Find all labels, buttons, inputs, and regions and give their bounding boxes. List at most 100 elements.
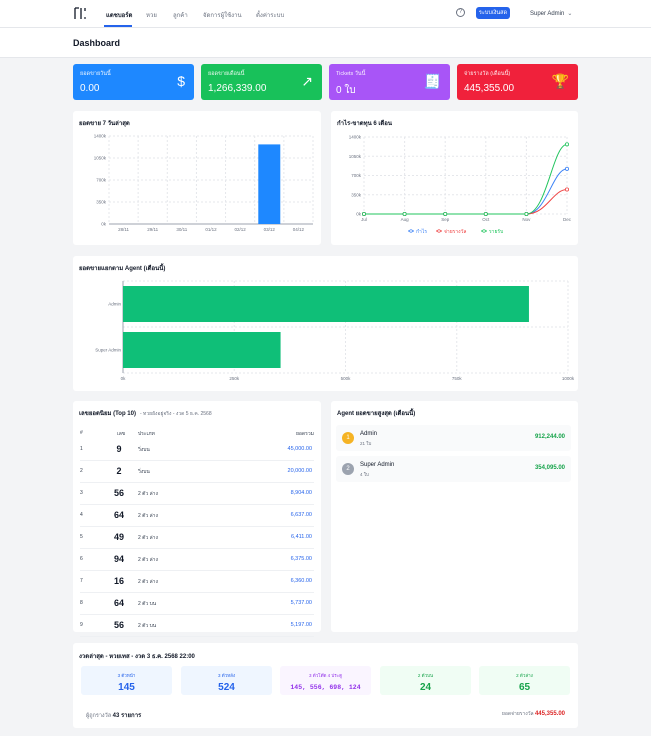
kpi-value: 1,266,339.00 — [208, 83, 267, 94]
legend-label: กำไร — [416, 228, 427, 235]
data-point[interactable] — [564, 142, 569, 147]
trend-up-icon: ↗ — [301, 73, 313, 89]
row-number: 56 — [113, 488, 124, 498]
rank-badge: 2 — [342, 463, 354, 475]
nav-customers[interactable]: ลูกค้า — [173, 13, 188, 19]
rank-badge: 1 — [342, 432, 354, 444]
row-amount: 5,197.00 — [290, 622, 312, 628]
y-tick-label: Super Admin — [95, 348, 121, 353]
cash-system-button[interactable]: ระบบเงินสด — [476, 7, 510, 19]
legend-marker — [437, 229, 441, 233]
result-value: 65 — [518, 682, 531, 693]
user-menu[interactable]: Super Admin ⌄ — [530, 10, 572, 17]
data-point[interactable] — [564, 187, 569, 192]
x-tick-label: 04/12 — [293, 227, 305, 232]
user-name: Super Admin — [530, 11, 565, 17]
kpi-value: 0.00 — [80, 83, 100, 94]
receipt-icon: 🧾 — [423, 73, 441, 89]
col-rank-header: # — [80, 430, 83, 436]
agent-sales-title: ยอดขายแยกตาม Agent (เดือนนี้) — [79, 266, 166, 272]
y-tick-label: 350k — [351, 192, 362, 197]
x-tick-label: 02/12 — [235, 227, 247, 232]
data-point[interactable] — [402, 212, 407, 217]
nav-user-management[interactable]: จัดการผู้ใช้งาน — [203, 13, 242, 19]
nav-lottery[interactable]: หวย — [146, 13, 157, 19]
x-tick-label: Aug — [401, 217, 410, 222]
bar[interactable] — [123, 332, 281, 368]
col-type-header: ประเภท — [138, 431, 155, 437]
row-type: 2 ตัว บน — [138, 623, 157, 629]
top-agents-title: Agent ยอดขายสูงสุด (เดือนนี้) — [337, 411, 416, 417]
x-tick-label: 30/11 — [176, 227, 187, 232]
row-type: วิ่งบน — [138, 447, 150, 453]
help-icon[interactable]: ? — [456, 8, 465, 17]
agent-ticket-count: 21 ใบ — [360, 441, 372, 446]
last-draw-title: งวดล่าสุด - หวยเทส - งวด 3 ธ.ค. 2568 22:… — [79, 654, 195, 660]
row-amount: 6,411.00 — [290, 534, 312, 540]
result-value: 145 — [118, 682, 135, 693]
row-type: 2 ตัว ล่าง — [138, 557, 158, 563]
row-rank: 6 — [80, 556, 83, 562]
data-point[interactable] — [524, 212, 529, 217]
nav-dashboard[interactable]: แดชบอร์ด — [106, 13, 133, 19]
row-amount: 6,375.00 — [290, 556, 312, 562]
row-number: 9 — [116, 444, 122, 454]
data-point[interactable] — [443, 212, 448, 217]
profit-6-months-card: กำไร-ขาดทุน 6 เดือน 0k 350k 700k 1050k 1400k… — [331, 111, 578, 245]
draw-result-box: 3 ตัวหน้า 145 — [81, 666, 172, 695]
row-type: 2 ตัว ล่าง — [138, 491, 158, 497]
x-tick-label: 250k — [229, 376, 240, 381]
x-tick-label: Jul — [361, 217, 367, 222]
agent-row[interactable]: 2 Super Admin 4 ใบ 354,095.00 — [336, 456, 571, 482]
agent-row[interactable]: 1 Admin 21 ใบ 912,244.00 — [336, 425, 571, 451]
result-label: 3 ตัวโต๊ด 4 ประตู — [308, 673, 343, 678]
table-row: 6 94 2 ตัว ล่าง 6,375.00 — [80, 549, 314, 571]
row-rank: 5 — [80, 534, 83, 540]
result-value: 24 — [419, 682, 432, 693]
row-amount: 8,904.00 — [290, 490, 312, 496]
bar[interactable] — [123, 286, 529, 322]
agent-name: Admin — [360, 431, 378, 437]
brand-logo[interactable] — [73, 7, 87, 20]
x-tick-label: 01/12 — [205, 227, 217, 232]
table-row: 1 9 วิ่งบน 45,000.00 — [80, 439, 314, 461]
x-tick-label: Sep — [441, 217, 450, 222]
bar[interactable] — [258, 144, 281, 224]
winners-label: ผู้ถูกรางวัล — [86, 713, 112, 719]
row-rank: 9 — [80, 622, 83, 628]
result-value: 145, 556, 698, 124 — [290, 684, 361, 691]
winners-count: ผู้ถูกรางวัล 43 รายการ — [86, 710, 141, 720]
result-label: 3 ตัวหน้า — [117, 673, 136, 678]
data-point[interactable] — [483, 212, 488, 217]
result-label: 3 ตัวหลัง — [217, 673, 236, 678]
col-number-header: เลข — [117, 431, 126, 437]
row-rank: 2 — [80, 468, 83, 474]
row-number: 64 — [113, 510, 124, 520]
x-tick-label: 28/11 — [118, 227, 129, 232]
x-tick-label: 500k — [341, 376, 352, 381]
top10-title: เลขยอดนิยม (Top 10) - ทวยยังอยู่จริง - งว… — [79, 408, 212, 418]
data-point[interactable] — [564, 166, 569, 171]
agent-sales-card: ยอดขายแยกตาม Agent (เดือนนี้) 0k 250k 500k… — [73, 256, 578, 391]
data-point[interactable] — [361, 212, 366, 217]
row-amount: 6,637.00 — [290, 512, 312, 518]
row-number: 64 — [113, 598, 124, 608]
x-tick-label: 0k — [121, 376, 127, 381]
payout-label: ยอดจ่ายรางวัล — [501, 711, 534, 717]
top-navbar: แดชบอร์ด หวย ลูกค้า จัดการผู้ใช้งาน ตั้ง… — [0, 0, 651, 28]
agent-ticket-count: 4 ใบ — [360, 472, 369, 477]
legend-marker — [482, 229, 486, 233]
sales-7-days-title: ยอดขาย 7 วันล่าสุด — [79, 121, 130, 127]
row-type: 2 ตัว ล่าง — [138, 579, 158, 585]
draw-result-box: 3 ตัวโต๊ด 4 ประตู 145, 556, 698, 124 — [280, 666, 371, 695]
nav-settings[interactable]: ตั้งค่าระบบ — [256, 13, 285, 19]
row-number: 2 — [116, 466, 122, 476]
y-tick-label: Admin — [108, 302, 121, 307]
x-tick-label: 1000k — [562, 376, 575, 381]
x-tick-label: Nov — [522, 217, 531, 222]
row-amount: 20,000.00 — [287, 468, 312, 474]
profit-6-months-chart: 0k 350k 700k 1050k 1400k Jul Aug Sep Oct Nov Dec กำ… — [349, 135, 572, 236]
y-tick-label: 700k — [351, 173, 362, 178]
row-type: 2 ตัว บน — [138, 601, 157, 607]
chevron-down-icon: ⌄ — [567, 11, 573, 17]
